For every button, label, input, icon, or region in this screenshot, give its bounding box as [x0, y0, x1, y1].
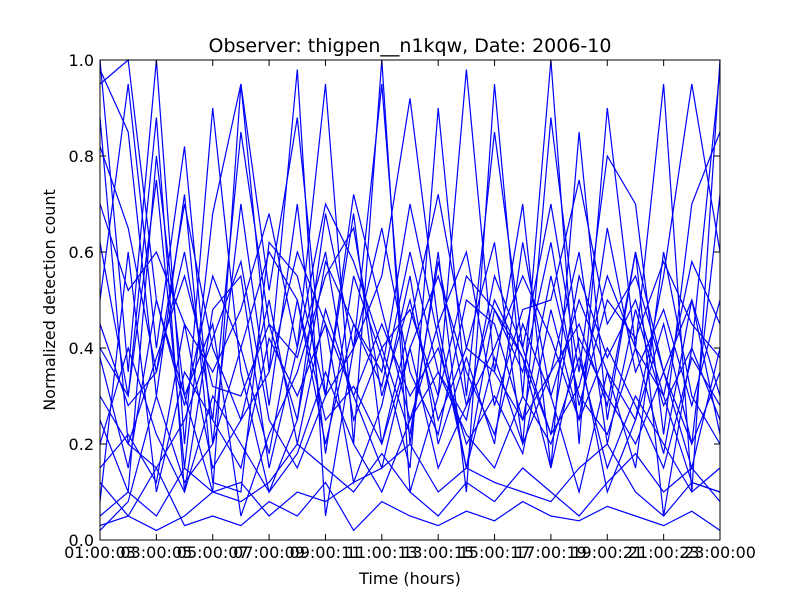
y-tick-label: 0.2 — [69, 435, 94, 454]
series-layer — [99, 58, 721, 532]
y-tick-label: 1.0 — [69, 51, 94, 70]
series-line-18 — [99, 299, 721, 485]
x-tick-label: 23:00:00 — [684, 543, 756, 562]
series-line-13 — [99, 83, 721, 469]
x-tick-label: 03:00:05 — [120, 543, 192, 562]
x-tick-label: 01:00:03 — [64, 543, 136, 562]
series-line-12 — [99, 242, 721, 502]
x-tick-label: 05:00:07 — [177, 543, 249, 562]
x-tick-label: 19:00:21 — [571, 543, 643, 562]
x-tick-label: 21:00:23 — [628, 543, 700, 562]
x-tick-label: 15:00:17 — [459, 543, 531, 562]
y-tick-label: 0.6 — [69, 243, 94, 262]
series-line-15 — [99, 202, 721, 406]
x-tick-label: 13:00:15 — [402, 543, 474, 562]
series-line-16 — [99, 58, 721, 517]
y-tick-label: 0.8 — [69, 147, 94, 166]
series-line-9 — [99, 203, 721, 531]
series-line-6 — [99, 59, 721, 495]
series-line-20 — [99, 131, 721, 435]
series-line-19 — [99, 466, 721, 532]
x-tick-label: 09:00:11 — [290, 543, 362, 562]
x-tick-label: 07:00:09 — [233, 543, 305, 562]
y-tick-label: 0.0 — [69, 531, 94, 550]
series-line-17 — [99, 273, 721, 470]
x-tick-label: 11:00:13 — [346, 543, 418, 562]
y-tick-label: 0.4 — [69, 339, 94, 358]
plot-frame — [99, 59, 721, 541]
series-line-14 — [99, 345, 721, 494]
chart-title: Observer: thigpen__n1kqw, Date: 2006-10 — [209, 35, 612, 57]
axis-layer: 01:00:0303:00:0505:00:0707:00:0909:00:11… — [64, 51, 756, 562]
x-axis-label: Time (hours) — [358, 569, 461, 588]
x-tick-label: 17:00:19 — [515, 543, 587, 562]
y-axis-label: Normalized detection count — [40, 189, 59, 411]
series-line-4 — [99, 443, 721, 517]
